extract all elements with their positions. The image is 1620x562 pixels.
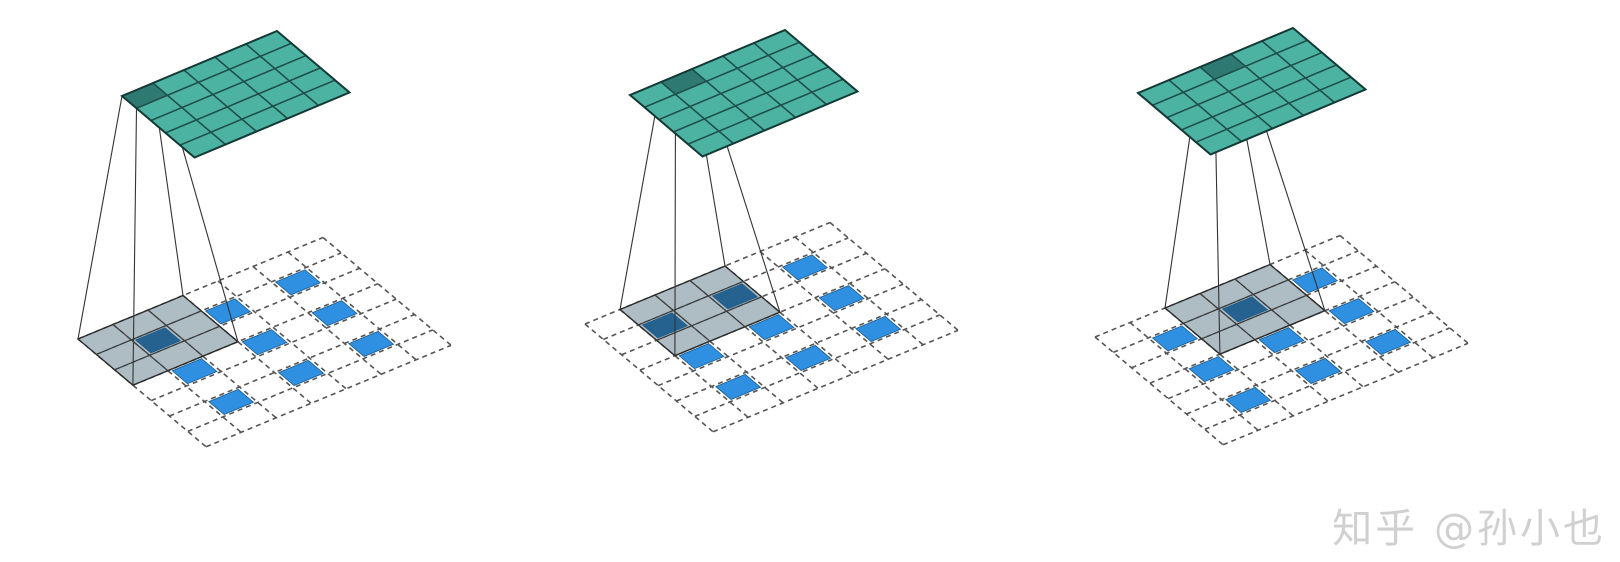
input-cell: [278, 359, 325, 386]
input-grid-line: [1094, 234, 1341, 338]
kernel-grid-line: [638, 280, 744, 326]
input-grid-line: [114, 267, 360, 371]
input-cell: [134, 327, 182, 354]
input-grid-line: [132, 282, 379, 386]
input-grid: [584, 221, 959, 433]
input-grid: [1094, 234, 1469, 446]
input-grid-line: [169, 313, 415, 417]
input-grid-line: [287, 251, 417, 361]
input-cell: [781, 254, 829, 281]
output-border: [628, 28, 860, 158]
input-cell: [241, 329, 288, 356]
kernel-grid-line: [656, 296, 762, 341]
input-cell: [208, 388, 255, 415]
kernel-grid-line: [689, 280, 746, 328]
kernel-grid-line: [147, 309, 204, 357]
input-cell: [171, 358, 218, 385]
input-grid-line: [1167, 296, 1414, 400]
input-cell: [715, 373, 762, 400]
input-cell: [711, 283, 759, 310]
input-cell: [274, 269, 322, 296]
input-cell: [855, 315, 902, 342]
input-grid-line: [95, 252, 342, 356]
projection-line: [77, 95, 123, 340]
input-grid-line: [694, 314, 941, 418]
input-grid-line: [712, 329, 959, 433]
input-grid-line: [217, 280, 347, 390]
kernel-grid-line: [96, 310, 202, 355]
input-grid-line: [1149, 280, 1396, 384]
input-cell: [1295, 357, 1342, 384]
projection-line: [619, 81, 662, 310]
projection-line: [132, 108, 138, 386]
panel-3: [1094, 26, 1469, 446]
input-grid-line: [1131, 265, 1377, 369]
input-grid-line: [1304, 249, 1434, 359]
kernel-grid-line: [654, 294, 711, 342]
kernel-window: [618, 265, 782, 357]
kernel-grid-line: [1234, 278, 1291, 326]
input-grid-line: [657, 283, 904, 387]
input-cell: [1151, 325, 1199, 352]
input-grid-line: [1204, 327, 1451, 431]
input-grid-line: [1222, 342, 1469, 446]
input-grid-line: [1094, 336, 1224, 446]
input-grid-line: [252, 265, 382, 375]
input-cell: [1258, 327, 1305, 354]
input-grid-line: [322, 236, 452, 346]
output-border: [1136, 26, 1368, 156]
input-grid-line: [1112, 250, 1359, 354]
input-grid: [76, 236, 452, 448]
watermark: 知乎 @孙小也: [1332, 506, 1606, 552]
panel-1: [76, 29, 452, 448]
kernel-grid-line: [1199, 293, 1256, 341]
output-grid: [1136, 26, 1368, 156]
input-grid-line: [639, 267, 886, 371]
panel-2: [584, 28, 959, 433]
input-grid-line: [584, 323, 714, 433]
input-grid-line: [1339, 234, 1469, 344]
input-grid-line: [829, 221, 959, 331]
input-cell: [785, 344, 832, 371]
input-cell: [1188, 356, 1235, 383]
input-grid-line: [1186, 311, 1432, 415]
input-grid-line: [77, 236, 324, 340]
input-cell: [311, 300, 358, 327]
kernel-grid-line: [1183, 279, 1289, 324]
kernel-grid-line: [112, 324, 169, 372]
input-grid-line: [584, 221, 831, 325]
kernel-grid-line: [114, 325, 220, 371]
input-grid-line: [794, 236, 924, 346]
input-grid-line: [621, 252, 867, 356]
input-cell: [1328, 298, 1375, 325]
input-grid-line: [187, 329, 434, 433]
input-cell: [748, 314, 795, 341]
projection-line: [674, 94, 677, 356]
input-grid-line: [205, 344, 452, 448]
output-grid: [628, 28, 860, 158]
output-border: [120, 29, 352, 159]
input-cell: [204, 298, 252, 325]
input-cell: [1221, 296, 1269, 323]
input-cell: [818, 285, 865, 312]
input-grid-line: [602, 237, 849, 341]
input-cell: [1365, 328, 1412, 355]
output-grid: [120, 29, 352, 159]
input-cell: [641, 312, 689, 339]
input-cell: [348, 330, 395, 357]
input-grid-line: [676, 298, 922, 402]
input-grid-line: [759, 250, 889, 360]
input-grid-line: [1129, 321, 1259, 431]
input-cell: [678, 343, 725, 370]
input-cell: [1225, 386, 1272, 413]
input-grid-line: [150, 298, 397, 402]
